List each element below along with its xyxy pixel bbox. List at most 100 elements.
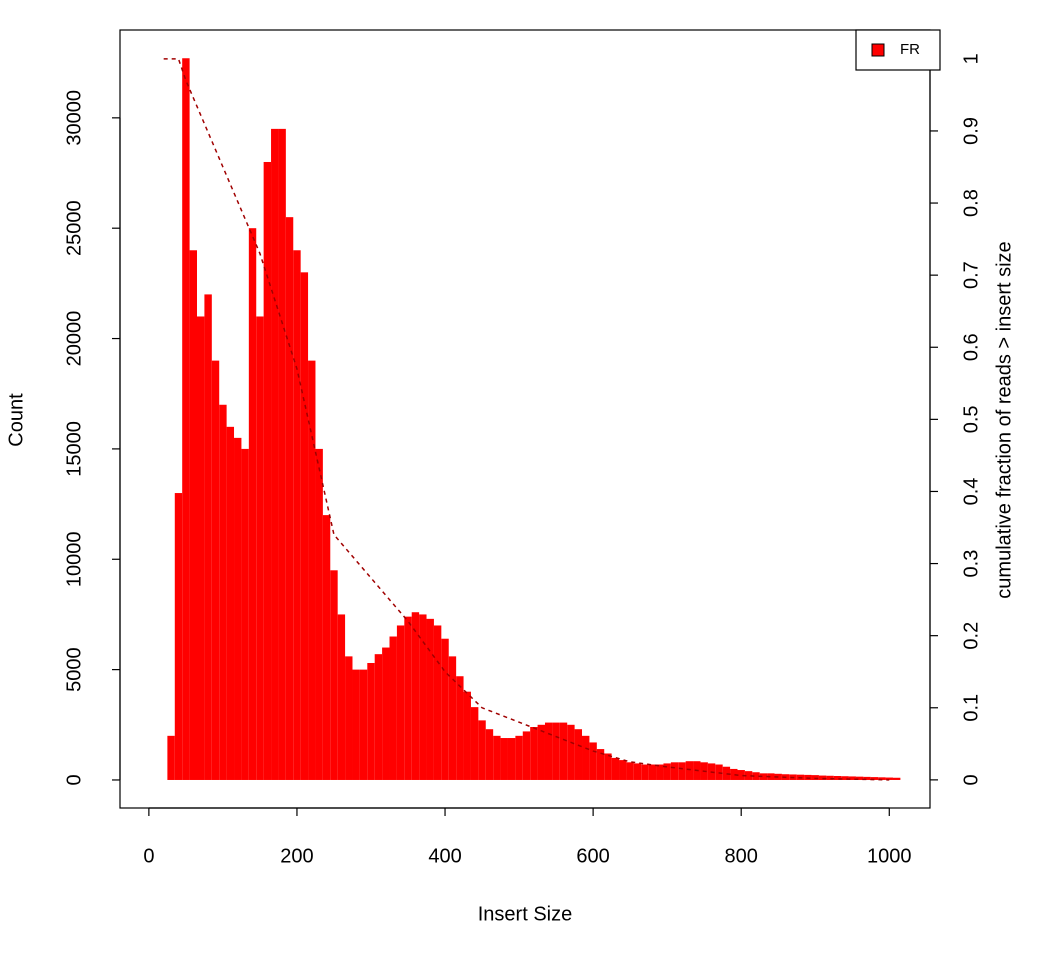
bar: [256, 316, 264, 780]
y2-tick-label: 0.7: [960, 261, 982, 289]
bar: [878, 777, 886, 780]
bar: [426, 618, 434, 780]
bar: [670, 762, 679, 780]
bar: [352, 669, 360, 780]
bar: [248, 228, 257, 780]
x-tick-label: 200: [280, 845, 313, 867]
bar: [744, 771, 753, 780]
bar: [300, 272, 309, 780]
bar: [685, 761, 694, 780]
bar: [855, 776, 864, 780]
bar: [641, 764, 649, 780]
bar: [500, 738, 508, 780]
bar: [322, 515, 331, 780]
bar: [892, 777, 901, 780]
bar: [619, 760, 627, 780]
bar: [537, 724, 545, 780]
y2-tick-label: 0.6: [960, 333, 982, 361]
y2-tick-label: 0.3: [960, 550, 982, 578]
y2-tick-label: 0.1: [960, 694, 982, 722]
x-tick-label: 800: [725, 845, 758, 867]
bar: [456, 676, 464, 780]
bar: [197, 316, 205, 780]
bar: [870, 777, 879, 780]
bar: [470, 707, 479, 780]
bar: [448, 656, 457, 780]
bar: [633, 763, 642, 780]
bar: [663, 763, 671, 780]
y-tick-label: 5000: [63, 647, 85, 692]
bar: [219, 404, 227, 780]
bar: [626, 762, 634, 780]
legend-swatch: [871, 43, 885, 57]
bar: [767, 773, 775, 780]
bar: [752, 772, 760, 780]
bar: [359, 669, 368, 780]
bar: [678, 762, 686, 780]
x-tick-label: 400: [428, 845, 461, 867]
bar: [589, 742, 597, 780]
bar: [507, 738, 516, 780]
bar: [863, 776, 871, 780]
y2-tick-label: 0.5: [960, 405, 982, 433]
y2-tick-label: 0.9: [960, 117, 982, 145]
bar: [367, 662, 375, 780]
bar: [885, 777, 893, 780]
bar: [596, 749, 605, 780]
bar: [818, 775, 827, 780]
bar: [204, 294, 212, 780]
bar: [404, 616, 412, 780]
bar: [656, 764, 664, 780]
bar: [722, 766, 731, 780]
bar: [189, 250, 198, 780]
bar: [389, 636, 397, 780]
bar: [478, 720, 486, 780]
bar: [411, 612, 420, 780]
bar: [315, 448, 323, 780]
bar: [285, 217, 294, 780]
bar: [841, 776, 849, 780]
x-tick-label: 1000: [867, 845, 912, 867]
bar: [567, 724, 575, 780]
bar: [463, 691, 471, 780]
bar: [433, 625, 442, 780]
bar: [544, 722, 553, 780]
bar: [559, 722, 568, 780]
y-tick-label: 10000: [63, 531, 85, 587]
bar: [493, 735, 501, 780]
bar: [522, 731, 531, 780]
bar: [552, 722, 560, 780]
bar: [574, 729, 583, 780]
y2-tick-label: 0.8: [960, 189, 982, 217]
y-tick-label: 20000: [63, 311, 85, 367]
bar: [382, 647, 390, 780]
bar: [582, 735, 590, 780]
bar: [271, 128, 279, 780]
x-tick-label: 600: [576, 845, 609, 867]
legend-box: [855, 29, 941, 71]
bar: [345, 656, 353, 780]
bar: [848, 776, 856, 780]
y2-tick-label: 0.2: [960, 622, 982, 650]
bar: [737, 770, 745, 780]
y2-tick-label: 1: [960, 53, 982, 64]
y-tick-label: 25000: [63, 200, 85, 256]
bar: [293, 250, 301, 780]
bar: [396, 625, 405, 780]
bar: [419, 614, 427, 780]
bar: [759, 773, 768, 780]
bar: [241, 448, 249, 780]
bar: [441, 638, 449, 780]
bar: [730, 768, 738, 780]
bar: [604, 753, 612, 780]
cumulative-line: [163, 58, 890, 781]
bar: [833, 775, 842, 780]
x-tick-label: 0: [143, 845, 154, 867]
bar: [648, 764, 657, 780]
bar: [611, 757, 620, 780]
bar: [234, 437, 242, 780]
y-tick-label: 15000: [63, 421, 85, 477]
bar: [211, 360, 220, 780]
bar: [278, 128, 286, 780]
